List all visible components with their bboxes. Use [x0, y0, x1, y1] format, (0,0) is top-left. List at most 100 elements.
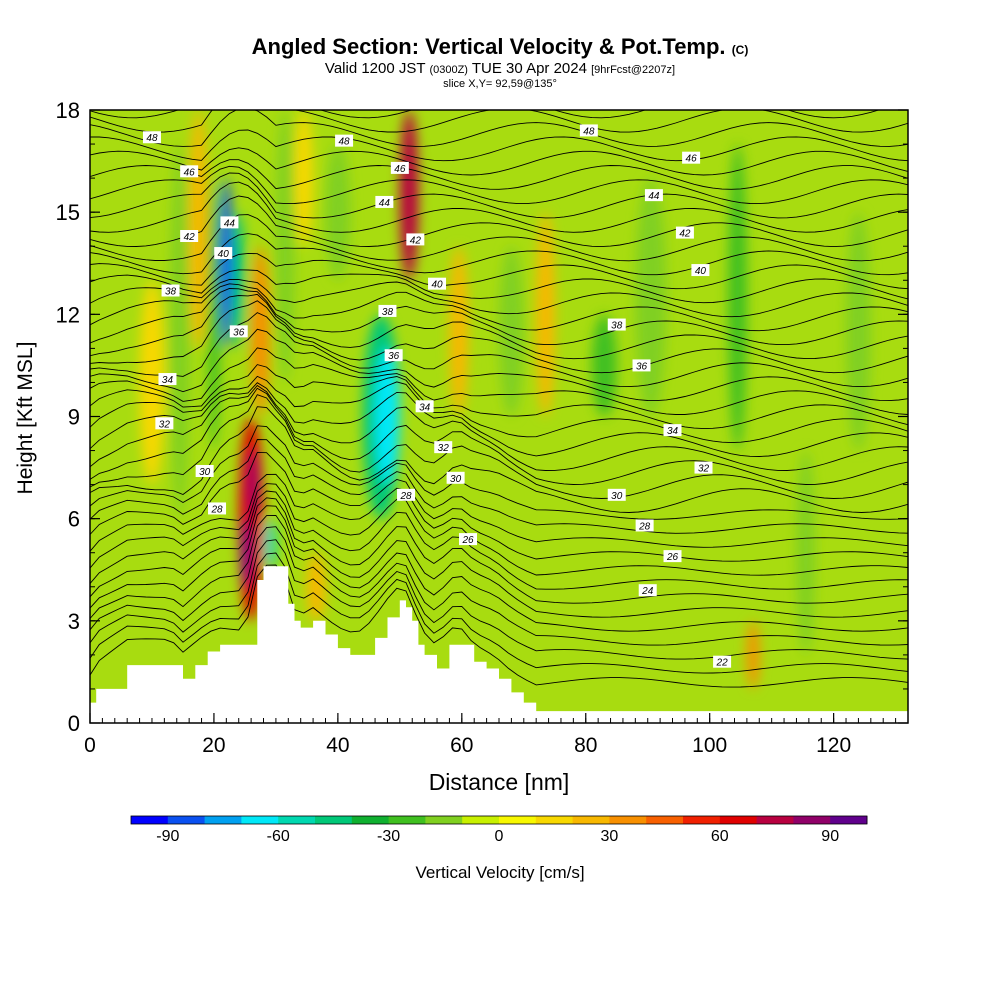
velocity-cell-7 [241, 518, 252, 587]
contour-label-33: 28 [635, 519, 654, 532]
theta-contour-3 [90, 526, 908, 646]
colorbar-swatch-18 [793, 816, 831, 824]
theta-contour-33 [90, 181, 908, 233]
theta-contour-34 [90, 172, 908, 219]
velocity-cell-12 [294, 110, 314, 247]
theta-contour-7 [90, 490, 908, 590]
contour-label-0: 48 [142, 131, 161, 144]
velocity-cell-22 [635, 178, 667, 417]
velocity-cell-13 [306, 552, 326, 621]
svg-text:32: 32 [698, 464, 710, 475]
svg-text:38: 38 [165, 286, 177, 297]
svg-text:30: 30 [450, 474, 462, 485]
y-tick-label: 12 [56, 302, 80, 327]
colorbar [130, 815, 868, 825]
contour-label-21: 28 [397, 488, 416, 502]
contour-label-18: 34 [415, 400, 434, 413]
x-tick-label: 0 [84, 734, 96, 757]
contour-label-11: 48 [335, 134, 354, 148]
contour-label-26: 42 [675, 226, 694, 240]
svg-text:48: 48 [339, 137, 351, 148]
svg-text:40: 40 [218, 249, 230, 260]
x-tick-label: 100 [692, 734, 727, 757]
svg-text:26: 26 [666, 552, 679, 563]
colorbar-tick-label: 0 [494, 828, 504, 845]
contour-label-2: 44 [220, 216, 239, 229]
svg-text:30: 30 [199, 467, 211, 478]
svg-text:30: 30 [611, 491, 623, 502]
svg-text:40: 40 [431, 280, 443, 291]
colorbar-tick-label: -30 [377, 828, 401, 845]
chart-subtitle: Valid 1200 JST (0300Z) TUE 30 Apr 2024 [… [324, 60, 676, 77]
theta-contour-26 [90, 283, 908, 332]
svg-text:42: 42 [410, 235, 422, 246]
colorbar-swatch-9 [462, 816, 500, 824]
contour-label-23: 48 [579, 124, 598, 137]
velocity-cell-23 [728, 144, 747, 451]
colorbar-swatch-6 [351, 816, 390, 824]
theta-contour-35 [90, 165, 908, 205]
velocity-cell-11 [275, 110, 295, 383]
colorbar-tick-label: 90 [821, 828, 840, 845]
theta-contour-14 [90, 394, 908, 499]
colorbar-swatch-14 [646, 816, 684, 824]
contour-label-30: 34 [663, 424, 682, 437]
contour-label-8: 32 [155, 417, 174, 430]
colorbar-swatch-0 [131, 816, 169, 824]
x-tick-label: 60 [450, 734, 473, 757]
contour-label-25: 44 [644, 189, 663, 202]
slice-info: slice X,Y= 92,59@135° [443, 78, 557, 90]
velocity-cell-10 [263, 518, 276, 570]
contour-label-32: 30 [607, 488, 626, 502]
theta-contour-27 [90, 278, 908, 318]
y-tick-label: 0 [68, 711, 80, 736]
svg-text:38: 38 [382, 307, 394, 318]
theta-contour-25 [90, 288, 908, 346]
svg-text:42: 42 [184, 232, 196, 243]
colorbar-swatch-8 [425, 816, 463, 824]
contour-label-3: 42 [180, 230, 199, 243]
contour-label-28: 38 [607, 318, 626, 332]
velocity-cell-0 [139, 280, 165, 485]
theta-contour-11 [90, 439, 908, 534]
contour-label-19: 32 [434, 441, 453, 454]
colorbar-swatch-19 [830, 816, 868, 824]
contour-label-10: 28 [208, 502, 227, 515]
theta-contour-19 [90, 364, 908, 430]
svg-text:36: 36 [233, 327, 245, 338]
contour-label-36: 22 [713, 655, 732, 669]
colorbar-swatch-10 [499, 816, 537, 824]
theta-contour-12 [90, 425, 908, 520]
colorbar-swatch-15 [683, 816, 721, 824]
velocity-cell-9 [251, 246, 270, 417]
y-tick-label: 18 [56, 98, 80, 123]
svg-text:46: 46 [686, 154, 698, 165]
contour-label-6: 36 [229, 325, 248, 338]
svg-text:22: 22 [716, 658, 729, 669]
colorbar-swatch-2 [204, 816, 242, 824]
theta-contour-0 [90, 564, 908, 688]
theta-contour-20 [90, 347, 908, 415]
y-tick-label: 6 [68, 507, 80, 532]
velocity-cell-18 [449, 246, 469, 417]
colorbar-swatch-7 [388, 816, 426, 824]
theta-contour-16 [90, 384, 908, 471]
contour-label-16: 38 [378, 304, 397, 318]
svg-text:46: 46 [394, 164, 406, 175]
contour-label-17: 36 [384, 349, 403, 362]
theta-contour-38 [90, 129, 908, 162]
velocity-cell-5 [232, 212, 245, 349]
theta-contour-21 [90, 328, 908, 402]
theta-contour-2 [90, 539, 908, 660]
theta-contour-23 [90, 300, 908, 374]
theta-contour-13 [90, 406, 908, 513]
svg-text:44: 44 [648, 191, 660, 202]
theta-contour-17 [90, 382, 908, 457]
colorbar-title: Vertical Velocity [cm/s] [415, 863, 585, 882]
theta-contour-4 [90, 514, 908, 632]
theta-contour-6 [90, 497, 908, 604]
svg-text:36: 36 [388, 351, 400, 362]
velocity-cell-14 [325, 144, 351, 281]
velocity-cell-8 [248, 450, 258, 519]
theta-contour-36 [90, 159, 908, 190]
